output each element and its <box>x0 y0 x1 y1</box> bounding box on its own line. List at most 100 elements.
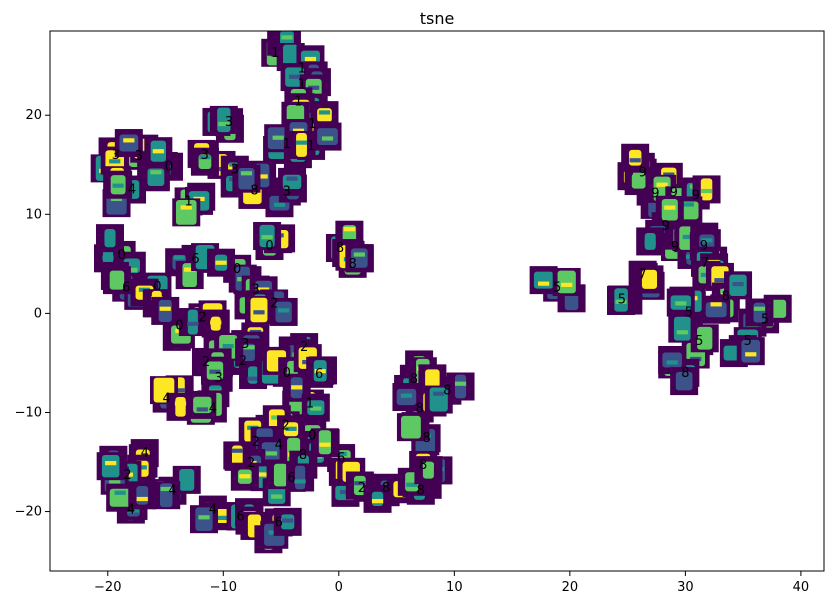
y-tick-label: 0 <box>34 306 42 321</box>
x-axis: −20 −10 0 10 20 30 40 <box>94 571 809 595</box>
thumbnail-image-neighbor <box>104 170 133 199</box>
point-label: 9 <box>638 166 646 181</box>
point-label: 2 <box>300 340 308 355</box>
point-label: 4 <box>163 392 171 407</box>
point-label: 5 <box>761 312 769 327</box>
thumbnail-image-neighbor <box>152 481 181 510</box>
point-label: 7 <box>701 256 709 271</box>
thumbnail-image-neighbor <box>301 393 330 422</box>
x-tick-label: 0 <box>335 580 343 595</box>
point-label: 8 <box>250 184 258 199</box>
thumbnail-image-neighbor <box>636 227 665 256</box>
thumbnail-image-neighbor <box>253 222 282 251</box>
point-label: 1 <box>306 397 314 412</box>
thumbnail-image-neighbor <box>666 288 695 317</box>
point-label: 5 <box>618 293 626 308</box>
thumbnail-image-neighbor <box>286 463 315 492</box>
thumbnail-image-neighbor <box>273 507 302 536</box>
thumbnail-image-neighbor <box>392 383 421 412</box>
thumbnail-image-neighbor <box>668 314 697 343</box>
point-label: 8 <box>416 402 424 417</box>
thumbnail-image-neighbor <box>745 298 774 327</box>
point-label: 9 <box>662 219 670 234</box>
thumbnail-image-neighbor <box>724 271 753 300</box>
point-label: 3 <box>135 149 143 164</box>
thumbnail-image-neighbor <box>310 428 339 457</box>
point-label: 0 <box>153 280 161 295</box>
thumbnail-image-neighbor <box>128 481 157 510</box>
x-tick-label: 10 <box>446 580 463 595</box>
point-label: 0 <box>175 318 183 333</box>
point-label: 6 <box>315 367 323 382</box>
thumbnail-image-neighbor <box>552 267 581 296</box>
point-label: 1 <box>294 94 302 109</box>
thumbnail-image-neighbor <box>736 337 765 366</box>
point-label: 3 <box>201 148 209 163</box>
x-tick-label: 30 <box>677 580 694 595</box>
point-label: 9 <box>651 186 659 201</box>
point-label: 1 <box>307 139 315 154</box>
thumbnail-image-neighbor <box>690 324 719 353</box>
thumbnail-image-neighbor <box>102 266 131 295</box>
point-label: 2 <box>239 354 247 369</box>
point-label: 8 <box>419 458 427 473</box>
point-label: 6 <box>122 281 130 296</box>
point-label: 6 <box>275 515 283 530</box>
chart-title: tsne <box>420 9 455 28</box>
thumbnail-image-neighbor <box>287 130 316 159</box>
point-label: 1 <box>271 46 279 61</box>
point-label: 0 <box>308 428 316 443</box>
point-label: 5 <box>553 281 561 296</box>
y-tick-label: −20 <box>15 505 42 520</box>
point-label: 5 <box>695 334 703 349</box>
thumbnail-image-neighbor <box>209 105 238 134</box>
thumbnail-image-neighbor <box>188 390 217 419</box>
point-label: 8 <box>336 241 344 256</box>
point-label: 2 <box>358 481 366 496</box>
thumbnail-image-neighbor <box>190 147 219 176</box>
point-label: 0 <box>117 248 125 263</box>
point-label: 8 <box>443 384 451 399</box>
point-label: 3 <box>241 337 249 352</box>
point-label: 5 <box>744 334 752 349</box>
point-label: 2 <box>198 310 206 325</box>
point-label: 3 <box>112 148 120 163</box>
thumbnail-image-neighbor <box>144 137 173 166</box>
point-label: 8 <box>417 484 425 499</box>
point-label: 9 <box>692 188 700 203</box>
point-label: 1 <box>308 117 316 132</box>
point-label: 0 <box>233 262 241 277</box>
point-label: 7 <box>638 268 646 283</box>
thumbnail-image-neighbor <box>232 164 261 193</box>
thumbnail-image-neighbor <box>190 505 219 534</box>
thumbnail-layer <box>90 31 792 554</box>
point-label: 8 <box>410 372 418 387</box>
point-label: 1 <box>283 137 291 152</box>
point-label: 9 <box>700 239 708 254</box>
point-label: 6 <box>337 451 345 466</box>
point-label: 0 <box>283 366 291 381</box>
thumbnail-image-neighbor <box>151 296 180 325</box>
point-label: 3 <box>215 371 223 386</box>
point-label: 3 <box>231 163 239 178</box>
thumbnail-image-neighbor <box>244 296 273 325</box>
thumbnail-image-neighbor <box>345 244 374 273</box>
point-label: 9 <box>670 186 678 201</box>
point-label: 4 <box>275 438 283 453</box>
thumbnail-image-neighbor <box>670 367 699 396</box>
thumbnail-image-neighbor <box>207 248 236 277</box>
point-label: 8 <box>681 366 689 381</box>
point-label: 2 <box>247 456 255 471</box>
point-label: 8 <box>299 448 307 463</box>
x-tick-label: 40 <box>793 580 810 595</box>
point-label: 8 <box>349 257 357 272</box>
point-label: 4 <box>209 503 217 518</box>
point-label: 4 <box>141 446 149 461</box>
thumbnail-image-neighbor <box>114 129 143 158</box>
point-label: 2 <box>202 355 210 370</box>
point-label: 0 <box>265 239 273 254</box>
point-label: 2 <box>270 296 278 311</box>
point-label: 1 <box>298 62 306 77</box>
thumbnail-image-neighbor <box>313 122 342 151</box>
